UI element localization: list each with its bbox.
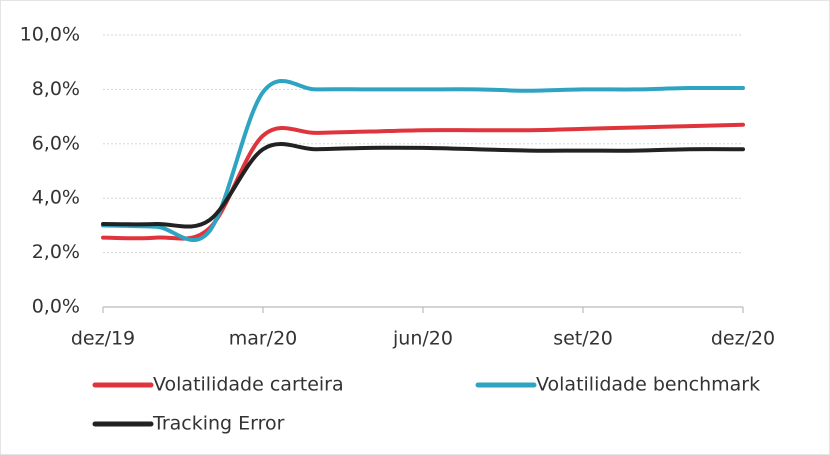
series-line: [101, 79, 745, 242]
y-tick-label: 4,0%: [32, 187, 80, 209]
legend-label: Tracking Error: [152, 413, 285, 435]
x-tick-label: dez/19: [71, 328, 135, 350]
series-line: [101, 142, 745, 229]
x-tick-label: set/20: [553, 328, 613, 350]
y-tick-label: 2,0%: [32, 241, 80, 263]
x-tick-label: jun/20: [392, 328, 453, 350]
series-line: [101, 122, 745, 241]
y-tick-label: 8,0%: [32, 78, 80, 100]
x-tick-label: mar/20: [229, 328, 298, 350]
y-tick-label: 6,0%: [32, 132, 80, 154]
y-tick-label: 10,0%: [20, 24, 80, 46]
legend-label: Volatilidade carteira: [153, 374, 344, 396]
legend-label: Volatilidade benchmark: [536, 374, 760, 396]
y-tick-label: 0,0%: [32, 296, 80, 318]
x-tick-label: dez/20: [711, 328, 775, 350]
